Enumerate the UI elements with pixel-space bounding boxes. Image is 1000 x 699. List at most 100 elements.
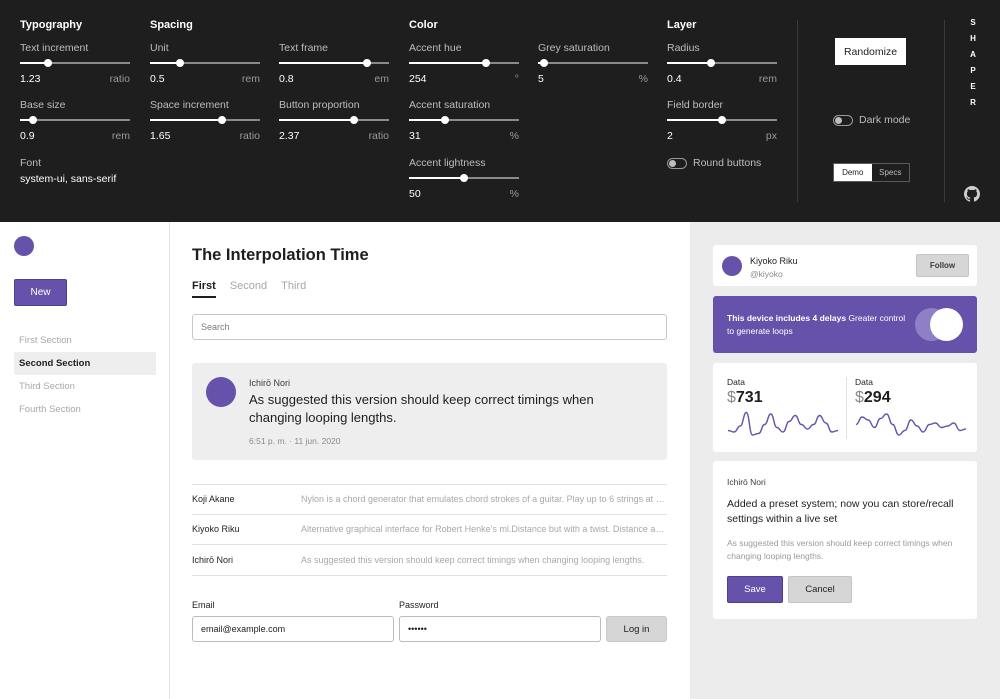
sidebar-item-fourth-section[interactable]: Fourth Section (19, 404, 81, 415)
field-border-label: Field border (667, 99, 724, 111)
slider-fill (20, 119, 34, 121)
text-increment-control: Text increment 1.23 ratio (20, 42, 130, 85)
slider-fill (150, 62, 180, 64)
radius-label: Radius (667, 42, 700, 54)
tab-first[interactable]: First (192, 280, 216, 298)
text-increment-unit: ratio (109, 73, 130, 85)
slider-knob[interactable] (707, 59, 715, 67)
avatar[interactable] (722, 256, 742, 276)
new-button[interactable]: New (14, 279, 67, 306)
color-title: Color (409, 19, 438, 31)
password-label: Password (399, 600, 439, 610)
sidebar-item-third-section[interactable]: Third Section (19, 381, 75, 392)
text-frame-slider[interactable] (279, 59, 389, 67)
password-field[interactable] (399, 616, 601, 642)
slider-fill (409, 177, 464, 179)
randomize-button[interactable]: Randomize (835, 38, 906, 65)
slider-knob[interactable] (29, 116, 38, 124)
sidebar-item-first-section[interactable]: First Section (19, 335, 72, 346)
text-increment-label: Text increment (20, 42, 89, 54)
grey-saturation-slider[interactable] (538, 59, 648, 67)
sidebar-item-second-section[interactable]: Second Section (14, 352, 156, 375)
base-size-slider[interactable] (20, 116, 130, 124)
avatar[interactable] (206, 377, 236, 407)
search-input[interactable] (192, 314, 667, 340)
tab-bar: First Second Third (192, 280, 306, 298)
tab-second[interactable]: Second (229, 280, 268, 292)
space-increment-slider[interactable] (150, 116, 260, 124)
sparkline-chart (855, 413, 967, 436)
follow-button[interactable]: Follow (916, 254, 969, 277)
tab-third[interactable]: Third (281, 280, 307, 292)
space-increment-unit: ratio (239, 130, 260, 142)
cancel-button[interactable]: Cancel (788, 576, 852, 603)
unit-unit: rem (241, 73, 260, 85)
currency-symbol: $ (855, 389, 864, 406)
profile-name: Kiyoko Riku (750, 256, 798, 266)
promo-toggle[interactable] (915, 308, 963, 341)
slider-knob[interactable] (43, 59, 52, 67)
demo-tab[interactable]: Demo (834, 164, 872, 181)
radius-slider[interactable] (667, 59, 777, 67)
brand-letter: E (970, 82, 976, 91)
stat-label: Data (855, 377, 873, 387)
save-button[interactable]: Save (727, 576, 783, 603)
slider-knob[interactable] (175, 59, 184, 67)
base-size-label: Base size (20, 99, 66, 111)
slider-knob[interactable] (460, 174, 468, 182)
button-proportion-label: Button proportion (279, 99, 360, 111)
radius-value: 0.4 (667, 73, 682, 85)
accent-saturation-slider[interactable] (409, 116, 519, 124)
field-border-control: Field border 2 px (667, 99, 777, 142)
font-setting[interactable]: Font system-ui, sans-serif (20, 157, 116, 185)
button-proportion-value: 2.37 (279, 130, 300, 142)
font-label: Font (20, 157, 42, 169)
post-timestamp: 6:51 p. m. · 11 jun. 2020 (249, 436, 341, 446)
field-border-slider[interactable] (667, 116, 777, 124)
login-button[interactable]: Log in (606, 616, 667, 642)
toggle-knob[interactable] (930, 308, 963, 341)
grey-saturation-value: 5 (538, 73, 544, 85)
slider-knob[interactable] (217, 116, 226, 124)
button-proportion-slider[interactable] (279, 116, 389, 124)
promo-rest-text: Greater control to generate loops (727, 313, 906, 336)
email-field[interactable] (192, 616, 394, 642)
preset-description: As suggested this version should keep co… (727, 538, 953, 561)
accent-hue-unit: ° (514, 73, 519, 85)
accent-lightness-slider[interactable] (409, 174, 519, 182)
radius-control: Radius 0.4 rem (667, 42, 777, 85)
list-item[interactable]: Ichirō Nori As suggested this version sh… (192, 545, 667, 576)
stats-divider (846, 377, 847, 439)
slider-knob[interactable] (482, 59, 490, 67)
slider-fill (409, 62, 486, 64)
github-icon[interactable] (964, 186, 980, 202)
stat-number: 294 (863, 389, 891, 406)
unit-slider[interactable] (150, 59, 260, 67)
accent-hue-slider[interactable] (409, 59, 519, 67)
text-frame-label: Text frame (279, 42, 329, 54)
preset-card: Ichirō Nori Added a preset system; now y… (713, 461, 977, 619)
field-border-unit: px (765, 130, 777, 142)
list-item[interactable]: Kiyoko Riku Alternative graphical interf… (192, 515, 667, 545)
list-item-description: As suggested this version should keep co… (301, 554, 645, 565)
toggle-switch[interactable] (667, 157, 687, 169)
toggle-switch[interactable] (833, 114, 853, 126)
list-item[interactable]: Koji Akane Nylon is a chord generator th… (192, 484, 667, 515)
sparkline-line (727, 411, 839, 436)
specs-tab[interactable]: Specs (879, 168, 902, 177)
text-increment-slider[interactable] (20, 59, 130, 67)
preset-author: Ichirō Nori (727, 477, 766, 487)
button-proportion-unit: ratio (368, 130, 389, 142)
round-buttons-toggle[interactable]: Round buttons (667, 157, 761, 169)
slider-knob[interactable] (718, 116, 726, 124)
page-title: The Interpolation Time (192, 246, 369, 264)
profile-handle: @kiyoko (750, 269, 783, 279)
slider-knob[interactable] (349, 116, 358, 124)
sidebar-nav: First Section Second Section Third Secti… (14, 329, 156, 421)
slider-knob[interactable] (539, 59, 548, 67)
slider-knob[interactable] (363, 59, 371, 67)
dark-mode-toggle[interactable]: Dark mode (833, 114, 910, 126)
slider-knob[interactable] (441, 116, 450, 124)
layer-title: Layer (667, 19, 697, 31)
accent-saturation-unit: % (509, 130, 519, 142)
